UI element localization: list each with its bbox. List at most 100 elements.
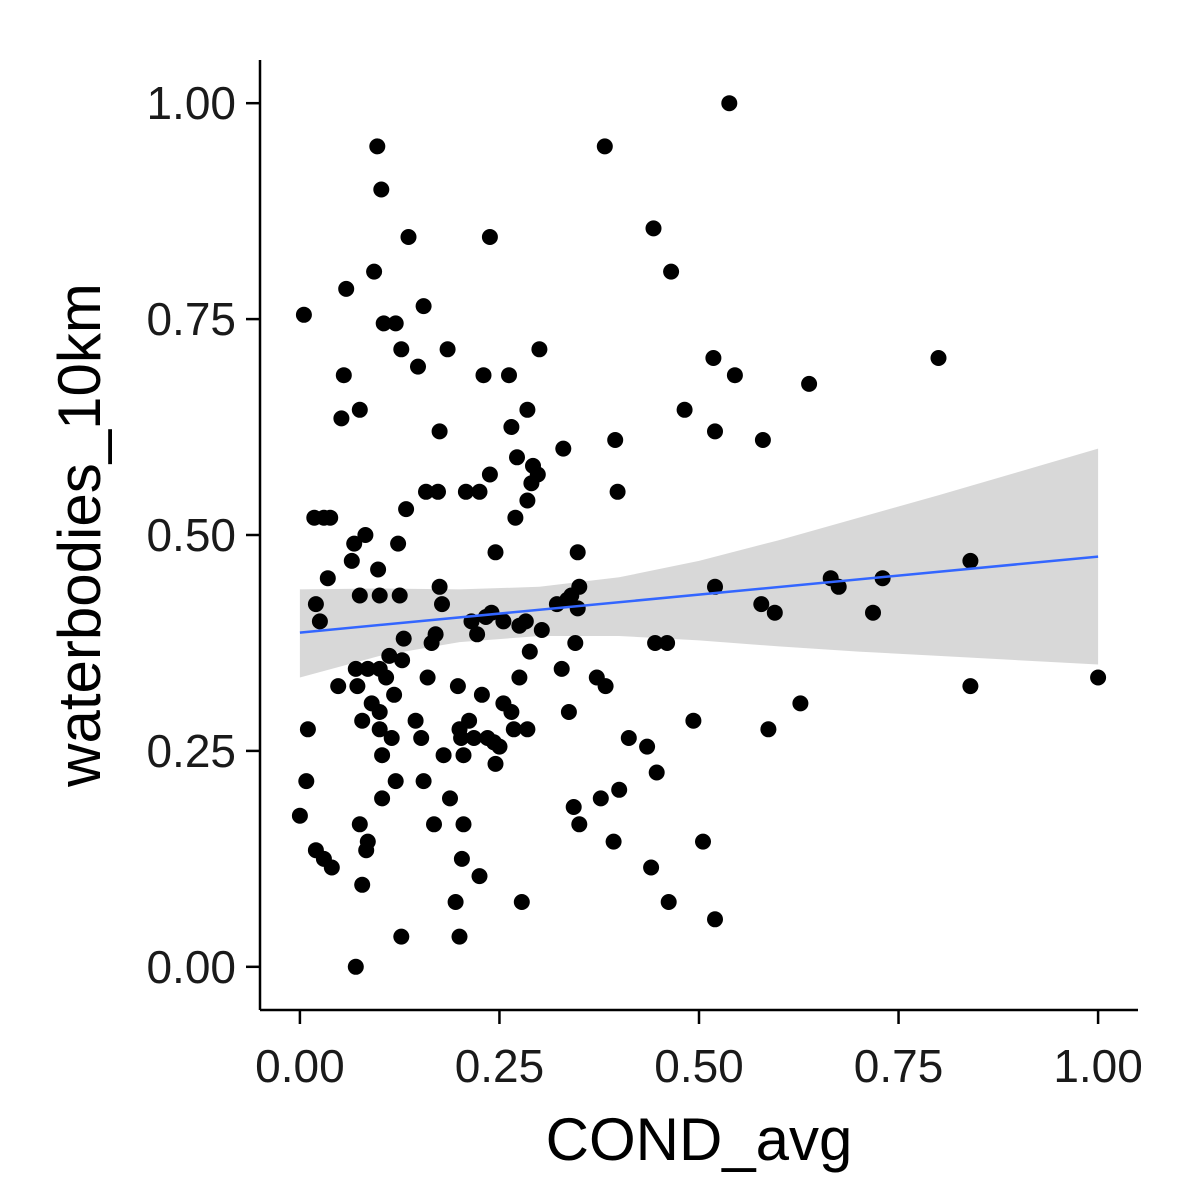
data-points: [291, 95, 1107, 975]
data-point: [351, 401, 368, 418]
data-point: [519, 721, 536, 738]
data-point: [707, 578, 723, 595]
data-point: [351, 587, 368, 604]
data-point: [1090, 669, 1107, 686]
data-point: [491, 738, 508, 755]
data-point: [721, 95, 738, 112]
data-point: [607, 432, 624, 448]
data-point: [435, 747, 452, 764]
data-point: [503, 419, 520, 435]
data-point: [596, 138, 613, 155]
data-point: [609, 483, 626, 500]
trend-line: [299, 555, 1099, 634]
data-point: [529, 466, 546, 483]
data-point: [760, 721, 777, 738]
y-axis-ticks: 0.00 0.25 0.50 0.75 1.00: [146, 77, 260, 993]
data-point: [647, 635, 664, 651]
data-point: [338, 280, 355, 297]
data-point: [685, 712, 702, 729]
data-point: [865, 604, 881, 621]
axes: 0.00 0.25 0.50 0.75 1.00 0.00 0.25 0.50 0.75 1.0…: [146, 60, 1143, 1092]
data-point: [555, 440, 572, 457]
data-point: [431, 578, 448, 595]
data-point: [299, 721, 316, 738]
data-point: [705, 350, 722, 366]
data-point: [597, 678, 614, 695]
data-point: [347, 958, 364, 975]
data-point: [413, 730, 430, 746]
data-point: [391, 587, 408, 604]
data-point: [291, 807, 308, 824]
data-point: [471, 868, 488, 885]
data-point: [645, 220, 662, 237]
data-point: [505, 721, 522, 738]
data-point: [511, 669, 528, 686]
data-point: [407, 712, 424, 729]
data-point: [453, 850, 470, 867]
y-tick-label: 1.00: [146, 77, 236, 129]
data-point: [481, 466, 498, 483]
y-tick-label: 0.00: [146, 941, 236, 993]
data-point: [620, 730, 637, 746]
x-tick-label: 0.50: [654, 1040, 744, 1092]
data-point: [319, 570, 336, 587]
data-point: [503, 704, 520, 720]
data-point: [707, 911, 723, 928]
data-point: [447, 894, 464, 910]
data-point: [434, 596, 450, 613]
data-point: [695, 833, 711, 850]
data-point: [513, 894, 530, 910]
data-point: [373, 181, 390, 198]
data-point: [371, 587, 388, 604]
data-point: [521, 643, 538, 660]
data-point: [473, 686, 490, 703]
data-point: [930, 350, 947, 366]
data-point: [533, 622, 550, 638]
data-point: [375, 315, 392, 332]
data-point: [371, 721, 388, 738]
data-point: [387, 315, 404, 332]
data-point: [357, 527, 374, 543]
data-point: [567, 635, 584, 651]
data-point: [519, 401, 536, 418]
data-point: [571, 578, 588, 595]
data-point: [455, 816, 472, 833]
data-point: [475, 367, 492, 384]
data-point: [354, 876, 371, 893]
data-point: [457, 483, 474, 500]
data-point: [395, 630, 412, 647]
data-point: [349, 678, 366, 695]
data-point: [393, 341, 410, 358]
data-point: [439, 341, 456, 358]
y-axis-title: waterbodies_10km: [46, 283, 113, 788]
data-point: [648, 764, 665, 781]
data-point: [605, 833, 622, 850]
data-point: [418, 483, 434, 500]
data-point: [753, 596, 770, 613]
data-point: [801, 375, 818, 392]
data-point: [427, 626, 444, 643]
data-point: [571, 816, 588, 833]
x-tick-label: 0.75: [854, 1040, 944, 1092]
y-tick-label: 0.25: [146, 725, 236, 777]
data-point: [351, 816, 368, 833]
data-point: [592, 790, 609, 807]
data-point: [501, 367, 517, 384]
data-point: [453, 730, 470, 746]
x-tick-label: 1.00: [1053, 1040, 1143, 1092]
data-point: [509, 449, 525, 466]
data-point: [659, 635, 676, 651]
data-point: [354, 712, 371, 729]
data-point: [343, 552, 360, 569]
data-point: [483, 604, 500, 621]
data-point: [394, 652, 411, 669]
data-point: [611, 781, 628, 798]
data-point: [471, 483, 488, 500]
data-point: [359, 833, 376, 850]
data-point: [519, 492, 536, 509]
data-point: [660, 894, 677, 910]
data-point: [431, 423, 448, 440]
data-point: [378, 669, 395, 686]
x-tick-label: 0.25: [455, 1040, 545, 1092]
